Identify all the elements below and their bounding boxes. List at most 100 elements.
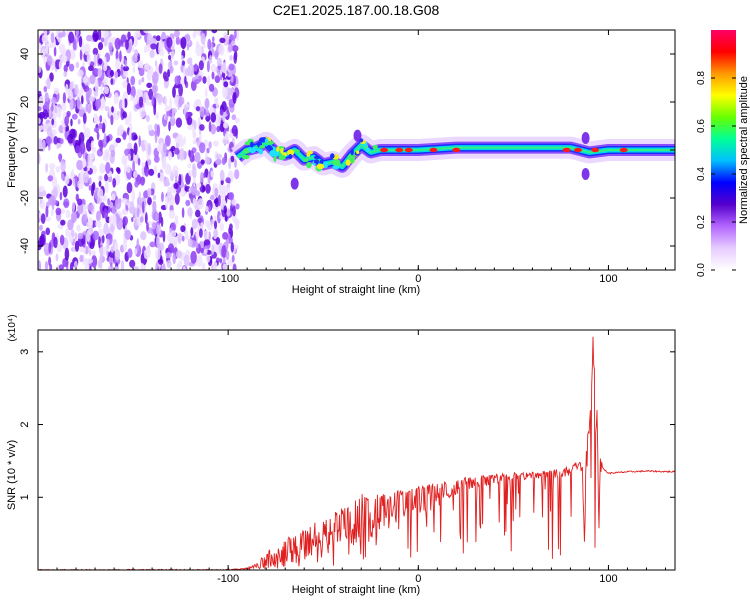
noise-blob	[63, 71, 67, 78]
noise-blob	[168, 210, 176, 219]
noise-blob	[100, 84, 103, 93]
noise-blob	[48, 256, 52, 266]
noise-blob	[114, 266, 119, 270]
noise-blob	[153, 103, 157, 116]
noise-blob	[148, 124, 153, 131]
noise-blob	[79, 141, 86, 155]
noise-blob	[143, 190, 149, 199]
noise-blob	[134, 48, 139, 58]
noise-blob	[126, 164, 131, 174]
noise-blob	[64, 247, 70, 261]
noise-blob	[199, 132, 202, 142]
noise-blob	[67, 134, 74, 144]
noise-blob	[78, 36, 83, 48]
noise-blob	[138, 191, 141, 205]
noise-blob	[60, 160, 66, 173]
noise-blob	[143, 92, 147, 104]
noise-blob	[126, 182, 133, 194]
noise-blob	[57, 106, 62, 119]
y-tick-label: -20	[19, 190, 31, 206]
noise-blob	[149, 241, 156, 248]
noise-blob	[187, 238, 193, 248]
ridge-hotspot	[591, 147, 600, 153]
noise-blob	[98, 122, 103, 130]
noise-blob	[83, 112, 87, 124]
noise-blob	[180, 225, 186, 233]
noise-blob	[157, 172, 161, 178]
noise-blob	[197, 198, 204, 210]
noise-blob	[127, 142, 132, 150]
noise-blob	[99, 139, 104, 152]
snr-panel: -100 0 100 1 2 3 Height of straight line (km) S…	[6, 314, 676, 596]
noise-blob	[67, 219, 74, 231]
ridge-patch	[278, 154, 286, 160]
noise-blob	[114, 241, 119, 252]
noise-blob	[62, 185, 68, 198]
noise-blob	[62, 123, 66, 134]
y-tick-label: 3	[19, 349, 31, 355]
noise-blob	[167, 69, 171, 78]
noise-blob	[156, 93, 163, 104]
noise-blob	[209, 194, 215, 201]
noise-blob	[71, 168, 74, 179]
noise-blob	[227, 259, 234, 267]
noise-blob	[231, 45, 239, 52]
noise-blob	[88, 249, 92, 256]
noise-blob	[204, 88, 208, 98]
noise-blob	[38, 185, 45, 193]
noise-blob	[229, 223, 233, 231]
noise-blob	[38, 224, 43, 231]
noise-blob	[136, 207, 140, 219]
noise-blob	[146, 68, 152, 81]
noise-blob	[67, 90, 74, 100]
noise-blob	[97, 188, 104, 200]
noise-blob	[72, 137, 76, 147]
noise-blob	[174, 147, 180, 155]
ridge-patch	[266, 140, 275, 145]
noise-blob	[71, 229, 75, 238]
noise-blob	[111, 193, 116, 201]
colorbar-label: Normalized spectral amplitude	[738, 76, 750, 224]
noise-blob	[91, 255, 98, 268]
noise-blob	[51, 118, 55, 126]
noise-blob	[191, 218, 198, 230]
noise-blob	[208, 204, 212, 213]
noise-blob	[179, 148, 185, 161]
noise-blob	[124, 229, 132, 240]
bottom-frame	[37, 329, 676, 571]
ridge-patch	[330, 153, 335, 159]
ridge-patch	[288, 153, 293, 160]
noise-blob	[88, 185, 92, 191]
noise-blob	[61, 54, 68, 63]
noise-blob	[122, 65, 130, 72]
ridge-patch	[350, 157, 355, 164]
noise-blob	[182, 190, 187, 197]
noise-blob	[50, 32, 55, 44]
noise-blob	[200, 32, 206, 45]
noise-blob	[136, 238, 140, 252]
noise-blob	[165, 252, 172, 259]
noise-blob	[38, 111, 46, 119]
noise-blob	[52, 105, 59, 118]
noise-blob	[38, 151, 41, 164]
noise-blob	[45, 227, 51, 236]
ridge-hotspot	[574, 147, 582, 153]
noise-blob	[223, 122, 229, 129]
noise-blob	[101, 234, 105, 244]
noise-blob	[114, 37, 121, 50]
noise-blob	[180, 36, 187, 50]
noise-blob	[101, 96, 105, 108]
noise-blob	[88, 65, 94, 72]
noise-blob	[184, 75, 187, 86]
noise-blob	[206, 147, 210, 154]
noise-blob	[137, 157, 141, 166]
noise-blob	[49, 263, 53, 270]
noise-blob	[170, 230, 177, 238]
noise-blob	[49, 195, 56, 206]
noise-blob	[94, 78, 99, 92]
noise-blob	[85, 103, 89, 113]
noise-blob	[61, 173, 65, 181]
noise-blob	[190, 250, 197, 264]
noise-blob	[44, 261, 49, 270]
noise-blob	[230, 75, 234, 83]
